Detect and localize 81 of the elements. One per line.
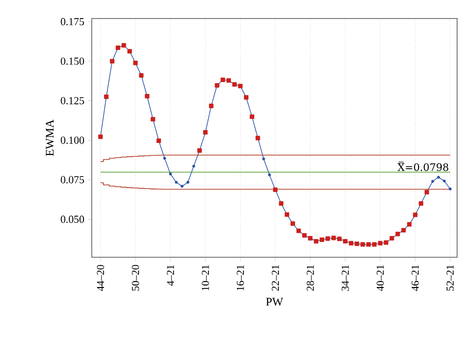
point bbox=[163, 156, 166, 160]
point bbox=[302, 233, 307, 238]
y-axis-title: EWMA bbox=[46, 119, 54, 156]
x-axis-title: PW bbox=[266, 298, 284, 306]
point bbox=[431, 180, 434, 183]
point bbox=[348, 240, 354, 246]
point bbox=[232, 82, 237, 87]
point bbox=[384, 240, 388, 245]
point bbox=[238, 84, 243, 88]
point bbox=[98, 134, 103, 139]
point bbox=[203, 130, 208, 135]
point bbox=[256, 136, 260, 140]
x-tick-label: 40–21 bbox=[376, 265, 384, 291]
point bbox=[150, 116, 156, 122]
y-tick-label: 0.175 bbox=[60, 18, 84, 26]
point bbox=[122, 43, 126, 48]
point bbox=[407, 222, 412, 227]
y-tick-label: 0.100 bbox=[60, 136, 84, 144]
point bbox=[110, 58, 114, 64]
point bbox=[197, 148, 202, 153]
x-tick-label: 52–21 bbox=[446, 265, 454, 291]
point bbox=[343, 238, 348, 244]
point bbox=[174, 180, 178, 184]
point bbox=[262, 157, 266, 160]
point bbox=[156, 138, 161, 143]
point bbox=[412, 212, 418, 218]
point bbox=[220, 78, 226, 82]
point bbox=[378, 240, 382, 246]
point bbox=[192, 164, 196, 168]
point bbox=[273, 187, 278, 192]
point bbox=[244, 95, 248, 100]
point bbox=[331, 236, 336, 240]
point bbox=[308, 236, 313, 240]
point bbox=[144, 94, 150, 98]
point bbox=[424, 190, 430, 194]
x-tick-label: 46–21 bbox=[412, 265, 419, 291]
x-tick-label: 44–20 bbox=[96, 264, 104, 291]
point bbox=[250, 114, 254, 119]
point bbox=[208, 104, 214, 108]
point bbox=[133, 60, 138, 66]
point bbox=[314, 238, 318, 244]
point bbox=[401, 228, 406, 232]
point bbox=[186, 180, 190, 184]
point bbox=[395, 232, 400, 236]
ref-line-label: X̿=0.0798 bbox=[398, 161, 448, 171]
x-tick-label: 16–21 bbox=[236, 265, 244, 290]
point bbox=[320, 237, 324, 242]
x-tick-label: 28–21 bbox=[306, 265, 314, 291]
point bbox=[296, 228, 301, 234]
point bbox=[226, 78, 231, 83]
y-tick-label: 0.050 bbox=[60, 216, 84, 223]
point bbox=[214, 83, 220, 88]
point bbox=[418, 201, 424, 206]
point bbox=[390, 236, 394, 240]
point bbox=[116, 45, 120, 50]
point bbox=[278, 201, 284, 206]
point bbox=[354, 242, 360, 246]
point bbox=[437, 176, 440, 179]
x-tick-label: 4–21 bbox=[166, 265, 174, 286]
point bbox=[337, 236, 342, 242]
x-tick-label: 10–21 bbox=[202, 265, 209, 290]
point bbox=[127, 48, 132, 54]
point bbox=[139, 73, 144, 78]
x-tick-label: 34–21 bbox=[342, 265, 349, 291]
point bbox=[448, 187, 452, 190]
point bbox=[326, 236, 330, 241]
y-tick-label: 0.125 bbox=[60, 97, 84, 104]
point bbox=[442, 180, 446, 182]
point bbox=[372, 242, 377, 247]
y-tick-label: 0.075 bbox=[60, 176, 84, 184]
y-tick-label: 0.150 bbox=[60, 58, 84, 65]
point bbox=[366, 242, 371, 247]
point bbox=[284, 212, 290, 217]
point bbox=[268, 173, 271, 176]
point bbox=[360, 242, 365, 247]
point bbox=[290, 221, 296, 226]
point bbox=[180, 184, 184, 188]
x-tick-label: 22–21 bbox=[272, 265, 279, 291]
x-tick-label: 50–20 bbox=[132, 264, 140, 291]
point bbox=[168, 172, 172, 176]
point bbox=[104, 94, 109, 99]
